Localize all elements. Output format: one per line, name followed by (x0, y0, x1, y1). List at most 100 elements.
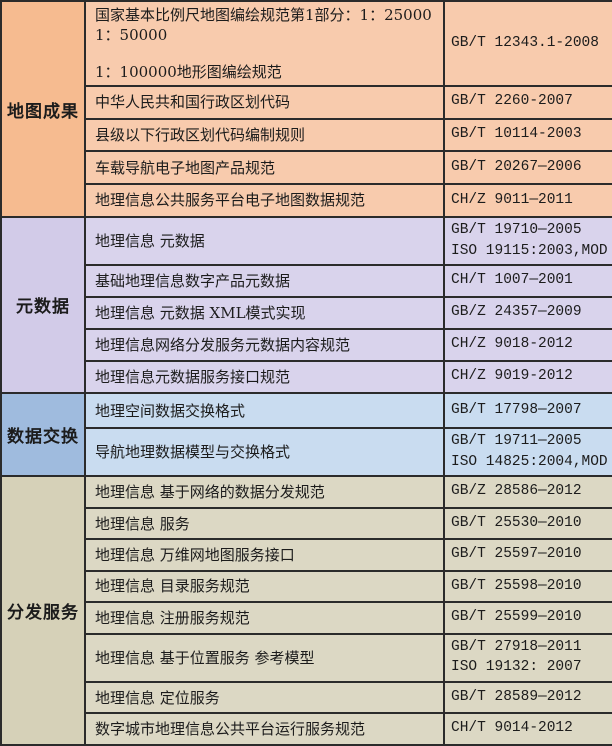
standard-name: 地理信息 注册服务规范 (95, 608, 250, 627)
table-row: 数据交换 地理空间数据交换格式 GB/T 17798—2007 (0, 391, 612, 478)
standard-name: 地理信息网络分发服务元数据内容规范 (95, 335, 351, 354)
standard-name-cell: 县级以下行政区划代码编制规则 (84, 117, 445, 153)
standard-name-cell: 基础地理信息数字产品元数据 (84, 264, 445, 299)
standard-name-cell: 地理信息网络分发服务元数据内容规范 (84, 328, 445, 362)
standard-code: GB/Z 24357—2009 (451, 304, 582, 321)
standard-code: GB/Z 28586—2012 (451, 483, 582, 500)
standard-code-cell: GB/T 25530—2010 (443, 506, 612, 541)
standard-code-cell: GB/T 25597—2010 (443, 538, 612, 572)
standard-code: GB/T 25598—2010 (451, 577, 582, 594)
standard-code-cell: GB/T 25598—2010 (443, 569, 612, 604)
standard-code: GB/T 25530—2010 (451, 514, 582, 531)
standard-code-line2: ISO 19115:2003,MOD (451, 242, 608, 259)
standard-code-cell: GB/T 10114-2003 (443, 117, 612, 153)
table-row: 地理信息 目录服务规范 GB/T 25598—2010 (1, 569, 612, 604)
table-row: 地理信息元数据服务接口规范 CH/Z 9019-2012 (1, 359, 612, 394)
table-row: 车载导航电子地图产品规范 GB/T 20267—2006 (1, 150, 612, 186)
standard-name: 地理信息元数据服务接口规范 (95, 367, 291, 386)
standard-name-cell: 地理信息 注册服务规范 (84, 601, 445, 635)
table-row: 基础地理信息数字产品元数据 CH/T 1007—2001 (1, 264, 612, 299)
section-distribution-services: 分发服务 地理信息 基于网络的数据分发规范 GB/Z 28586—2012 地理… (0, 475, 612, 746)
table-row: 地理信息网络分发服务元数据内容规范 CH/Z 9018-2012 (1, 328, 612, 362)
category-label: 元数据 (16, 297, 70, 318)
standard-code: CH/Z 9019-2012 (451, 368, 573, 385)
table-row: 地理信息 万维网地图服务接口 GB/T 25597—2010 (1, 538, 612, 572)
standard-code-cell: GB/T 27918—2011 ISO 19132: 2007 (443, 632, 612, 683)
standard-code-cell: GB/T 25599—2010 (443, 601, 612, 635)
standard-code-cell: CH/Z 9019-2012 (443, 359, 612, 394)
standard-name-cell: 地理信息元数据服务接口规范 (84, 359, 445, 394)
standard-code-cell: GB/T 2260-2007 (443, 84, 612, 120)
standard-name: 中华人民共和国行政区划代码 (95, 93, 291, 112)
standard-code-cell: GB/Z 28586—2012 (443, 475, 612, 509)
standard-name: 地理信息 元数据 (95, 231, 205, 250)
standard-code: GB/T 19710—2005 (451, 222, 582, 238)
table-row: 地理信息公共服务平台电子地图数据规范 CH/Z 9011—2011 (1, 183, 612, 218)
standard-code: CH/T 1007—2001 (451, 272, 573, 289)
standard-code-cell: GB/T 17798—2007 (443, 391, 612, 430)
table-row: 导航地理数据模型与交换格式 GB/T 19711—2005 ISO 14825:… (1, 427, 612, 478)
standard-name: 地理信息 定位服务 (95, 688, 220, 707)
table-row: 地理信息 注册服务规范 GB/T 25599—2010 (1, 601, 612, 635)
standard-name-cell: 数字城市地理信息公共平台运行服务规范 (84, 712, 445, 746)
standard-name: 基础地理信息数字产品元数据 (95, 271, 291, 290)
standard-name-cell: 地理信息 定位服务 (84, 680, 445, 715)
standard-name-cell: 中华人民共和国行政区划代码 (84, 84, 445, 120)
standard-code-cell: GB/T 19710—2005 ISO 19115:2003,MOD (443, 215, 612, 267)
table-row: 地理信息 基于位置服务 参考模型 GB/T 27918—2011 ISO 191… (1, 632, 612, 683)
standard-code-cell: GB/T 19711—2005 ISO 14825:2004,MOD (443, 427, 612, 478)
table-row: 地理信息 定位服务 GB/T 28589—2012 (1, 680, 612, 715)
standard-code: GB/T 10114-2003 (451, 126, 582, 143)
standard-name: 地理信息 基于位置服务 参考模型 (95, 648, 315, 667)
standard-name-cell: 车载导航电子地图产品规范 (84, 150, 445, 186)
standard-name: 地理信息 服务 (95, 514, 190, 533)
standard-name: 地理信息公共服务平台电子地图数据规范 (95, 191, 366, 210)
standard-code: GB/T 19711—2005 (451, 433, 582, 450)
standard-code-cell: CH/Z 9018-2012 (443, 328, 612, 362)
standard-name: 地理信息 万维网地图服务接口 (95, 545, 295, 564)
standard-name: 导航地理数据模型与交换格式 (95, 443, 291, 462)
table-row: 元数据 地理信息 元数据 GB/T 19710—2005 ISO 19115:2… (0, 215, 612, 394)
standard-code: GB/T 17798—2007 (451, 401, 582, 418)
table-row: 地图成果 国家基本比例尺地图编绘规范第1部分：1：25000 1：50000 1… (0, 0, 612, 218)
standard-name: 地理信息 元数据 XML模式实现 (95, 303, 306, 322)
standard-name: 地理信息 目录服务规范 (95, 577, 250, 596)
standard-name-cell: 地理信息 基于网络的数据分发规范 (84, 475, 445, 509)
category-cell: 地图成果 (0, 0, 86, 218)
standard-code-line2: ISO 19132: 2007 (451, 659, 582, 676)
standard-code: GB/T 25597—2010 (451, 546, 582, 563)
standard-name: 国家基本比例尺地图编绘规范第1部分：1：25000 1：50000 (95, 6, 432, 45)
standard-code: CH/Z 9018-2012 (451, 336, 573, 353)
standard-code: GB/T 12343.1-2008 (451, 34, 599, 51)
standard-name-cell: 地理信息 服务 (84, 506, 445, 541)
standard-code: GB/T 27918—2011 (451, 638, 582, 655)
category-cell: 元数据 (0, 216, 86, 394)
category-cell: 数据交换 (0, 391, 86, 478)
standard-code: GB/T 2260-2007 (451, 93, 573, 110)
standard-code-cell: CH/Z 9011—2011 (443, 183, 612, 218)
standard-name-line2: 1：100000地形图编绘规范 (95, 62, 282, 81)
section-data-exchange: 数据交换 地理空间数据交换格式 GB/T 17798—2007 导航地理数据模型… (0, 391, 612, 478)
standard-name-cell: 地理信息 基于位置服务 参考模型 (84, 632, 445, 683)
standard-code-line2: ISO 14825:2004,MOD (451, 453, 608, 470)
category-label: 地图成果 (7, 101, 79, 122)
standard-name-cell: 地理信息 元数据 (84, 215, 445, 267)
section-map-results: 地图成果 国家基本比例尺地图编绘规范第1部分：1：25000 1：50000 1… (0, 0, 612, 218)
standard-name: 数字城市地理信息公共平台运行服务规范 (95, 720, 366, 739)
standard-code-cell: CH/T 9014-2012 (443, 712, 612, 746)
category-label: 分发服务 (7, 603, 79, 624)
table-row: 县级以下行政区划代码编制规则 GB/T 10114-2003 (1, 117, 612, 153)
table-row: 分发服务 地理信息 基于网络的数据分发规范 GB/Z 28586—2012 (0, 475, 612, 746)
standard-name-cell: 地理信息 元数据 XML模式实现 (84, 296, 445, 331)
standard-code-cell: GB/Z 24357—2009 (443, 296, 612, 331)
standard-name-cell: 地理信息公共服务平台电子地图数据规范 (84, 183, 445, 218)
standard-code-cell: GB/T 20267—2006 (443, 150, 612, 186)
standard-name-cell: 地理信息 目录服务规范 (84, 569, 445, 604)
standard-code: GB/T 28589—2012 (451, 688, 582, 705)
standard-code-cell: CH/T 1007—2001 (443, 264, 612, 299)
table-row: 数字城市地理信息公共平台运行服务规范 CH/T 9014-2012 (1, 712, 612, 746)
standard-name: 县级以下行政区划代码编制规则 (95, 125, 306, 144)
standard-name-cell: 国家基本比例尺地图编绘规范第1部分：1：25000 1：50000 1：1000… (84, 0, 445, 87)
